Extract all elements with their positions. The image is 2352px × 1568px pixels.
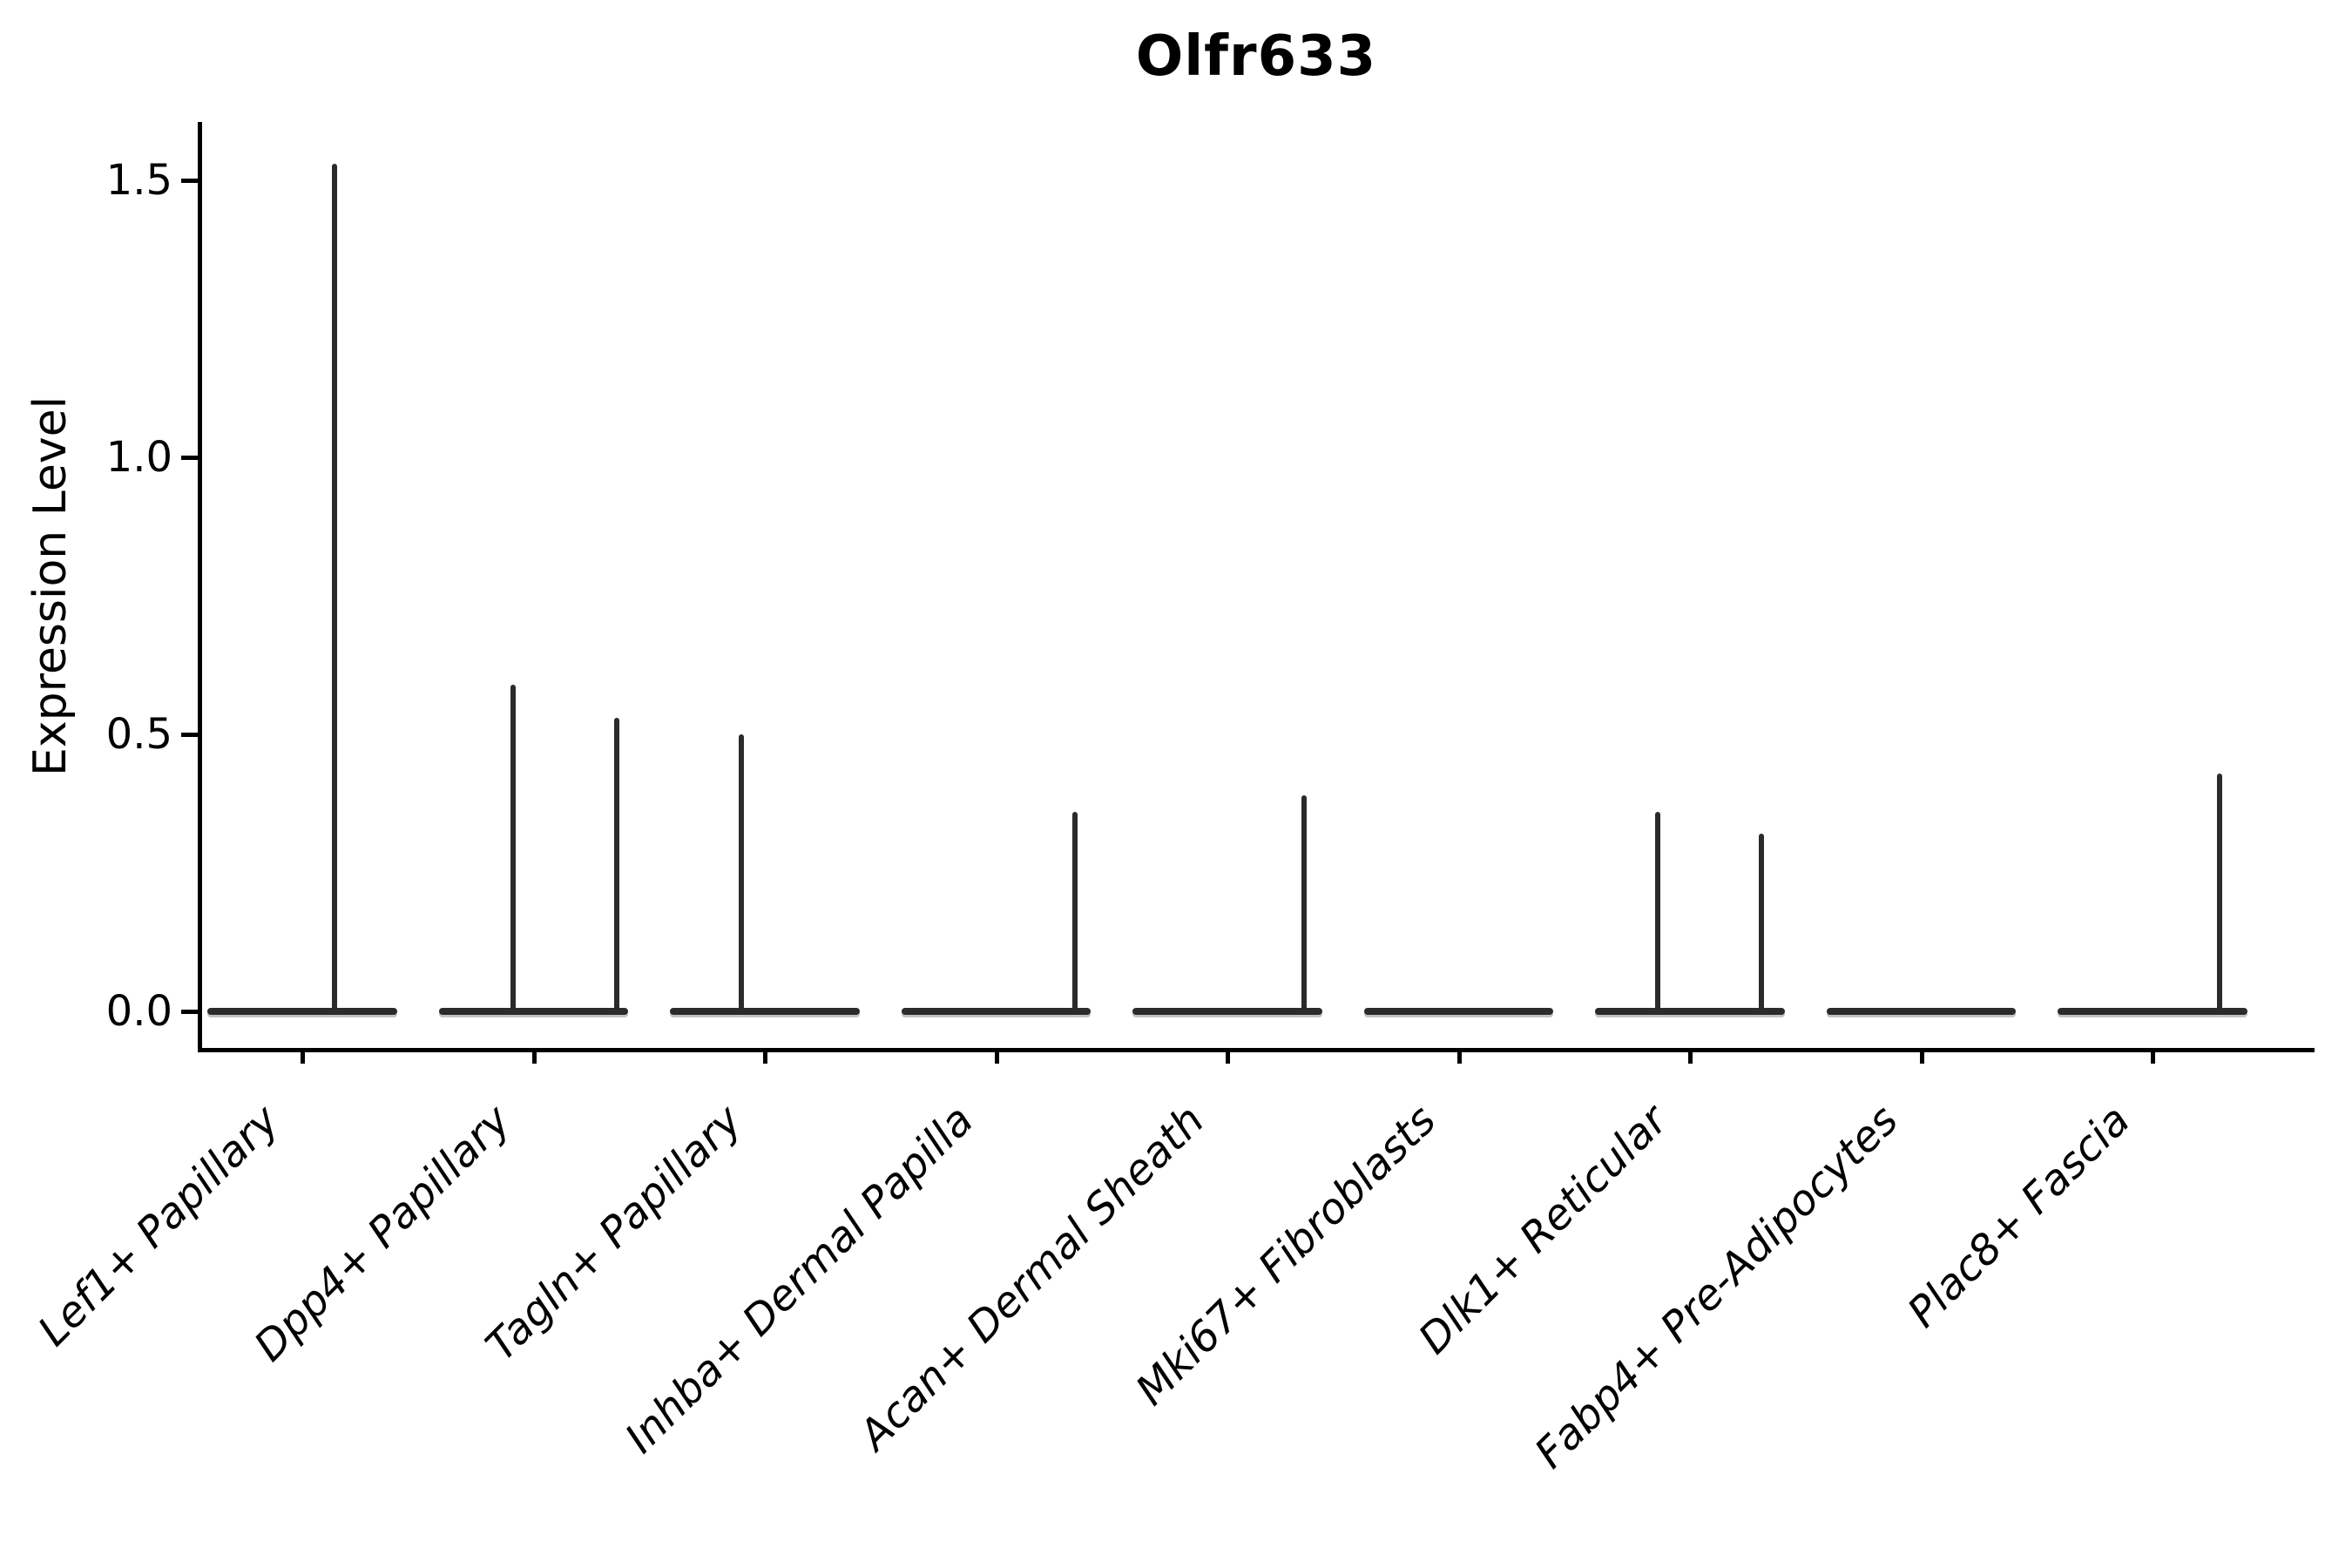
expression-spike <box>739 734 745 1015</box>
x-tick-mark <box>1919 1050 1924 1064</box>
expression-spike <box>1654 812 1660 1015</box>
x-tick-mark <box>2151 1050 2155 1064</box>
y-tick-label: 0.5 <box>105 710 172 759</box>
violin-body <box>1363 1008 1554 1015</box>
violin-body <box>670 1008 860 1015</box>
y-tick-mark <box>181 456 198 460</box>
y-axis-line <box>198 122 202 1051</box>
x-tick-mark <box>1226 1050 1230 1064</box>
expression-spike <box>1301 794 1307 1015</box>
x-tick-mark <box>1456 1050 1462 1064</box>
x-tick-mark <box>763 1050 767 1064</box>
x-tick-mark <box>994 1050 999 1064</box>
x-axis-line <box>198 1048 2315 1052</box>
x-tick-label: Dlk1+ Reticular <box>1409 1096 1677 1364</box>
violin-body <box>207 1008 397 1015</box>
x-tick-label: Tagln+ Papillary <box>476 1096 752 1371</box>
x-tick-label: Lef1+ Papillary <box>29 1096 289 1356</box>
x-tick-mark <box>531 1050 537 1064</box>
y-tick-mark <box>181 1010 198 1014</box>
page-title: Olfr633 <box>1135 24 1377 89</box>
x-tick-mark <box>301 1050 305 1064</box>
expression-spike <box>510 684 516 1015</box>
y-tick-label: 0.0 <box>105 987 172 1036</box>
violin-body <box>1132 1008 1322 1015</box>
y-tick-label: 1.5 <box>105 156 172 205</box>
expression-spike <box>2216 773 2222 1015</box>
expression-spike <box>1759 834 1765 1015</box>
y-tick-mark <box>181 733 198 737</box>
x-tick-label: Fabp4+ Pre-Adipocytes <box>1525 1096 1909 1478</box>
violin-body <box>438 1008 629 1015</box>
expression-spike <box>1071 812 1078 1015</box>
y-tick-mark <box>181 179 198 183</box>
violin-body <box>2058 1008 2247 1015</box>
x-tick-label: Plac8+ Fascia <box>1897 1096 2139 1337</box>
y-tick-label: 1.0 <box>105 433 172 482</box>
expression-spike <box>614 717 620 1015</box>
violin-body <box>901 1008 1092 1015</box>
expression-spike <box>332 163 338 1015</box>
violin-body <box>1595 1008 1785 1015</box>
x-tick-label: Dpp4+ Papillary <box>245 1096 521 1371</box>
x-tick-mark <box>1688 1050 1693 1064</box>
violin-body <box>1826 1008 2017 1015</box>
